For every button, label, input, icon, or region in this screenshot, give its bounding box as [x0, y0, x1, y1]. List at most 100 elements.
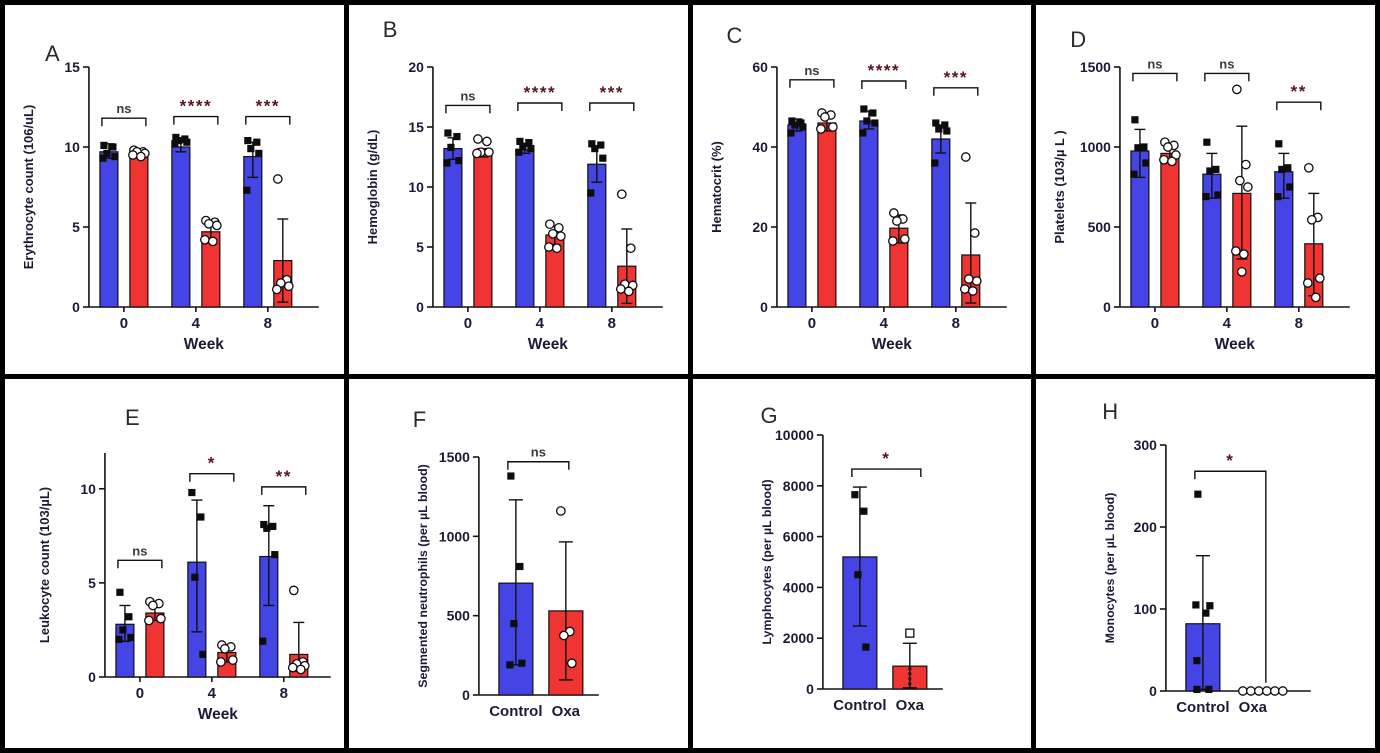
sig-bracket [173, 115, 219, 125]
chart-B: 0 5 10 15 20 Hemoglobin (g/dL) 0 4 8 Week ns **** **… [349, 5, 688, 374]
data-point [259, 637, 267, 645]
data-point [136, 151, 146, 162]
data-point [288, 585, 299, 596]
x-tick-label: 4 [208, 685, 217, 702]
y-tick-label: 0 [1149, 683, 1157, 699]
sig-bracket [189, 473, 235, 482]
data-point [119, 626, 127, 634]
data-point [215, 657, 226, 667]
data-point [888, 208, 899, 218]
error-bar [964, 202, 976, 304]
data-point [615, 284, 626, 294]
data-point [1140, 143, 1148, 151]
data-point [115, 635, 123, 643]
data-point [853, 571, 861, 579]
y-tick-label: 10 [80, 481, 96, 497]
data-point [272, 174, 283, 184]
data-point [1130, 170, 1138, 178]
data-point [796, 119, 805, 127]
data-point [1212, 165, 1220, 173]
y-axis-label: Platelets (103/µ L ) [1052, 130, 1067, 243]
data-point [111, 153, 119, 161]
data-point [125, 613, 133, 621]
data-point [616, 189, 627, 200]
y-tick-label: 1500 [1080, 59, 1111, 75]
data-point [850, 491, 858, 499]
data-point [444, 129, 452, 137]
sig-label: ns [804, 63, 819, 78]
x-tick-label: 4 [1223, 315, 1232, 332]
data-point [934, 125, 942, 133]
sig-bracket [1194, 470, 1267, 683]
error-bar [1236, 125, 1248, 260]
panel-letter-C: C [726, 23, 743, 48]
sig-bracket [788, 79, 835, 88]
data-point [510, 620, 518, 628]
sig-bracket [588, 102, 635, 111]
x-tick-label: 8 [951, 315, 959, 332]
data-point [1206, 167, 1214, 175]
data-point [596, 141, 605, 149]
data-point [208, 236, 218, 247]
sig-bracket [860, 80, 907, 89]
sig-label: *** [943, 68, 967, 87]
y-tick-label: 0 [806, 681, 814, 697]
data-point [971, 276, 982, 286]
data-point [204, 218, 214, 229]
data-point [283, 281, 294, 292]
panel-letter-B: B [382, 17, 398, 42]
data-point [127, 633, 135, 642]
y-tick-label: 10000 [775, 427, 814, 443]
x-axis-label: Week [1215, 336, 1256, 353]
data-point [555, 506, 566, 516]
error-bar [558, 541, 573, 681]
data-point [1214, 191, 1222, 199]
sig-bracket [101, 117, 147, 127]
panel-A: A 0 5 10 15 Erythrocyte count (106/uL) 0 4 8 Wee… [5, 5, 344, 374]
data-point [243, 186, 251, 194]
data-point [443, 159, 451, 167]
panel-letter-D: D [1070, 27, 1087, 52]
data-point [1286, 183, 1294, 191]
panel-E: E 0 5 10 Leukocyte count (103/µL) 0 4 8 Week ns *… [5, 379, 344, 748]
x-tick-label: 8 [264, 315, 272, 332]
bar-control [171, 146, 191, 308]
data-point [623, 286, 634, 297]
sig-label: ns [1220, 56, 1235, 71]
data-point [1315, 273, 1325, 284]
data-point [200, 234, 210, 245]
y-tick-label: 4000 [782, 579, 813, 595]
data-point [1131, 116, 1139, 124]
x-tick-label: Oxa [551, 703, 580, 720]
chart-svg-G: 0 2000 4000 6000 8000 10000 Lymphocytes (per µ… [759, 427, 943, 714]
x-tick-label: Oxa [1239, 699, 1268, 716]
axes [816, 434, 943, 690]
y-tick-label: 100 [1134, 601, 1158, 617]
data-point [1274, 193, 1282, 201]
y-tick-label: 5 [88, 575, 96, 591]
sig-label: ** [276, 467, 292, 486]
panel-H: H 0 100 200 300 Monocytes (per µL blood) Cont… [1036, 379, 1375, 748]
data-point [859, 105, 867, 113]
data-point [295, 664, 306, 675]
y-axis-label: Monocytes (per µL blood) [1103, 493, 1117, 644]
x-tick-label: 4 [192, 315, 201, 332]
y-tick-label: 8000 [782, 478, 813, 494]
x-axis-label: Week [528, 336, 569, 353]
y-tick-label: 0 [1103, 299, 1111, 315]
data-point [1142, 159, 1150, 167]
data-point [598, 154, 607, 162]
data-point [219, 643, 230, 654]
data-point [483, 147, 494, 158]
chart-A: 0 5 10 15 Erythrocyte count (106/uL) 0 4 8 Week n… [5, 5, 344, 374]
data-point [891, 216, 902, 226]
panel-G: G 0 2000 4000 6000 8000 10000 Lymphocytes (per… [692, 379, 1032, 748]
panel-F: F 0 500 1000 1500 Segmented neutrophils (per… [348, 379, 688, 748]
data-point [861, 643, 869, 651]
data-point [1231, 246, 1241, 256]
sig-label: **** [523, 83, 555, 102]
y-tick-label: 0 [416, 299, 424, 315]
sig-label: * [882, 449, 890, 468]
y-tick-label: 1000 [439, 528, 470, 544]
